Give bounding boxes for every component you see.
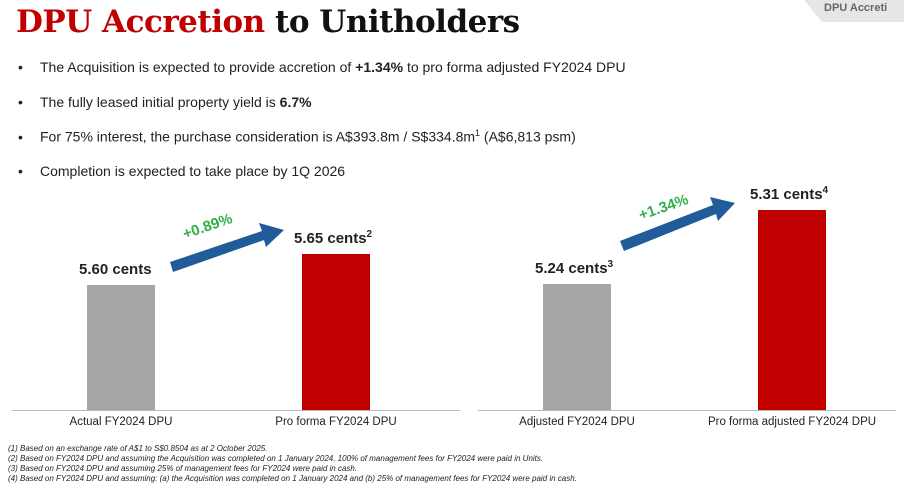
footnote-3: (3) Based on FY2024 DPU and assuming 25%… (8, 464, 358, 473)
bullet-text: For 75% interest, the purchase considera… (40, 128, 476, 145)
chart2-value-label-2: 5.31 cents4 (750, 185, 828, 203)
bullet-accretion: • The Acquisition is expected to provide … (18, 59, 626, 75)
chart2-baseline (478, 410, 896, 411)
chart1-value-label-1: 5.60 cents (79, 260, 152, 278)
chart1-baseline (12, 410, 460, 411)
bullet-text: The Acquisition is expected to provide a… (40, 59, 356, 75)
bullet-text: to pro forma adjusted FY2024 DPU (403, 59, 626, 75)
arrow-icon (620, 197, 735, 251)
chart1-bar-1 (87, 285, 155, 410)
value-text: 5.31 cents (750, 186, 823, 203)
bullet-completion: • Completion is expected to take place by… (18, 163, 346, 179)
footnote-ref: 1 (475, 128, 481, 138)
chart2-bar-1 (543, 283, 611, 410)
bullet-text: Completion is expected to take place by … (40, 163, 346, 179)
footnote-2: (2) Based on FY2024 DPU and assuming the… (8, 454, 544, 463)
arrow-icon (170, 223, 284, 272)
bullet-bold: +1.34% (355, 59, 404, 75)
bullet-text: (A$6,813 psm) (480, 128, 576, 145)
footnote-ref: 2 (366, 228, 373, 240)
chart1-category-label-2: Pro forma FY2024 DPU (275, 416, 397, 428)
footnote-ref: 4 (822, 185, 829, 196)
value-text: 5.24 cents (535, 259, 608, 277)
chart2-category-label-2: Pro forma adjusted FY2024 DPU (707, 416, 877, 428)
title-highlight: DPU Accretion (16, 4, 265, 40)
footnote-4: (4) Based on FY2024 DPU and assuming: (a… (8, 474, 577, 483)
chart2-category-label-1: Adjusted FY2024 DPU (519, 416, 635, 428)
bullet-yield: • The fully leased initial property yield… (18, 94, 312, 110)
chart1-value-label-2: 5.65 cents2 (294, 229, 372, 247)
section-tab-label: DPU Accreti (824, 2, 888, 14)
chart1-category-label-1: Actual FY2024 DPU (69, 416, 173, 428)
bullet-consideration: • For 75% interest, the purchase consider… (18, 128, 576, 145)
chart2-bar-2 (758, 210, 826, 410)
title-rest: to Unitholders (264, 4, 520, 40)
value-text: 5.65 cents (294, 229, 367, 247)
value-text: 5.60 cents (79, 261, 152, 278)
chart1-bar-2 (302, 253, 370, 410)
section-tab[interactable]: DPU Accreti (804, 0, 904, 22)
page-title: DPU Accretion to Unitholders (16, 4, 520, 40)
bullet-text: The fully leased initial property yield … (40, 94, 280, 110)
footnote-1: (1) Based on an exchange rate of A$1 to … (8, 444, 268, 453)
footnote-ref: 3 (607, 258, 614, 270)
chart2-value-label-1: 5.24 cents3 (535, 259, 613, 277)
bullet-bold: 6.7% (279, 94, 312, 110)
